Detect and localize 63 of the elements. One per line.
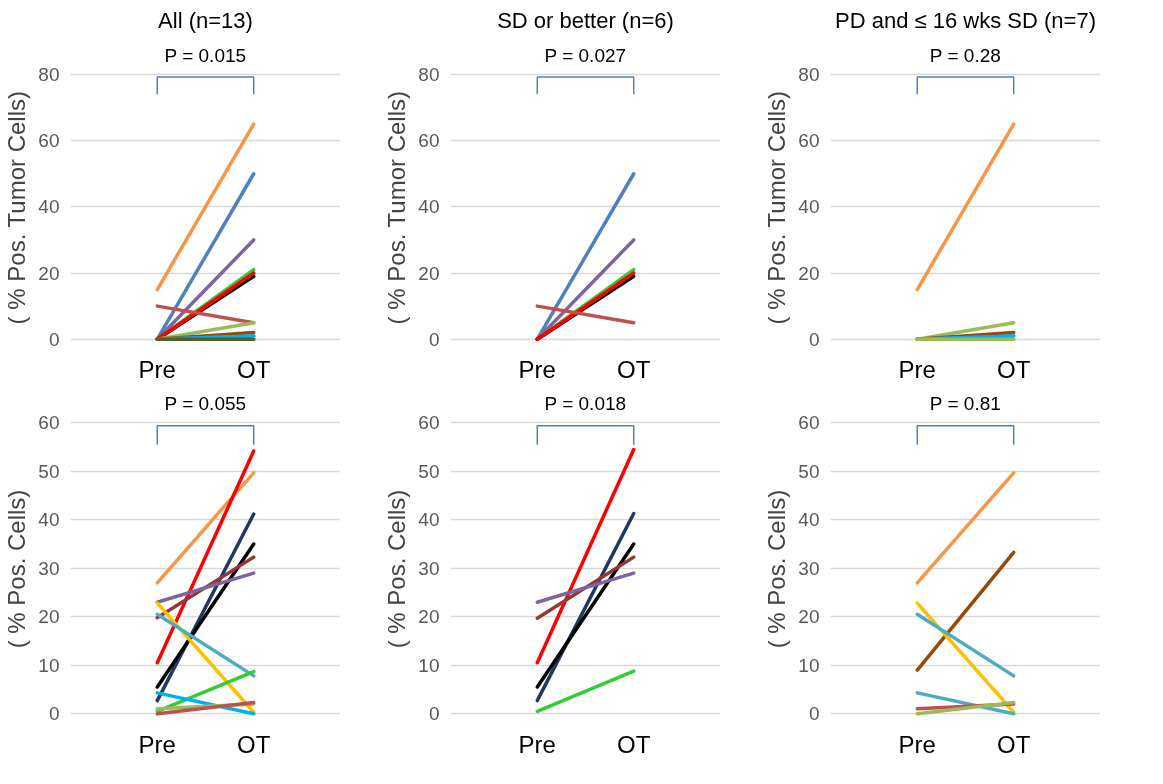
y-tick-label: 40 xyxy=(798,196,820,218)
chart-title: PD and ≤ 16 wks SD (n=7) xyxy=(835,7,1096,33)
y-tick-label: 30 xyxy=(798,557,820,579)
y-tick-label: 50 xyxy=(38,460,60,482)
x-tick-label: OT xyxy=(617,730,651,758)
y-axis-title: ( % Pos. Tumor Cells) xyxy=(383,91,411,325)
y-tick-label: 40 xyxy=(38,196,60,218)
y-tick-label: 60 xyxy=(38,412,60,434)
y-tick-label: 60 xyxy=(418,412,440,434)
y-tick-label: 40 xyxy=(38,509,60,531)
x-tick-label: OT xyxy=(997,730,1031,758)
x-tick-label: Pre xyxy=(518,355,556,383)
x-tick-label: Pre xyxy=(898,355,936,383)
y-tick-label: 50 xyxy=(798,460,820,482)
chart-title: All (n=13) xyxy=(158,7,253,33)
x-tick-label: Pre xyxy=(138,355,176,383)
y-tick-label: 30 xyxy=(38,557,60,579)
y-tick-label: 40 xyxy=(418,196,440,218)
y-tick-label: 0 xyxy=(808,703,820,725)
y-tick-label: 80 xyxy=(798,63,820,85)
y-tick-label: 60 xyxy=(798,130,820,152)
y-tick-label: 10 xyxy=(418,654,440,676)
x-tick-label: OT xyxy=(997,355,1031,383)
text: P = 0.018 xyxy=(544,392,627,414)
text: P = 0.28 xyxy=(929,44,1001,66)
y-tick-label: 40 xyxy=(798,509,820,531)
y-tick-label: 80 xyxy=(38,63,60,85)
y-tick-label: 0 xyxy=(808,328,820,350)
x-tick-label: Pre xyxy=(898,730,936,758)
y-tick-label: 0 xyxy=(428,328,440,350)
y-tick-label: 20 xyxy=(38,606,60,628)
y-tick-label: 60 xyxy=(798,412,820,434)
y-tick-label: 20 xyxy=(38,262,60,284)
x-tick-label: OT xyxy=(237,355,271,383)
y-tick-label: 0 xyxy=(428,703,440,725)
y-tick-label: 10 xyxy=(38,654,60,676)
y-axis-title: ( % Pos. Tumor Cells) xyxy=(3,91,31,325)
x-tick-label: Pre xyxy=(518,730,556,758)
y-axis-title: ( % Pos. Cells) xyxy=(763,489,791,649)
y-tick-label: 0 xyxy=(48,328,60,350)
chart-title: SD or better (n=6) xyxy=(497,7,674,33)
y-axis-title: ( % Pos. Cells) xyxy=(383,489,411,649)
x-tick-label: OT xyxy=(237,730,271,758)
y-tick-label: 20 xyxy=(418,606,440,628)
y-tick-label: 60 xyxy=(38,130,60,152)
text: P = 0.015 xyxy=(164,44,247,66)
y-tick-label: 30 xyxy=(418,557,440,579)
y-tick-label: 50 xyxy=(418,460,440,482)
text: P = 0.81 xyxy=(929,392,1001,414)
x-tick-label: OT xyxy=(617,355,651,383)
y-tick-label: 0 xyxy=(48,703,60,725)
text: P = 0.027 xyxy=(544,44,627,66)
y-tick-label: 60 xyxy=(418,130,440,152)
y-tick-label: 80 xyxy=(418,63,440,85)
y-tick-label: 20 xyxy=(798,262,820,284)
y-tick-label: 20 xyxy=(798,606,820,628)
y-axis-title: ( % Pos. Tumor Cells) xyxy=(763,91,791,325)
y-tick-label: 10 xyxy=(798,654,820,676)
y-tick-label: 40 xyxy=(418,509,440,531)
x-tick-label: Pre xyxy=(138,730,176,758)
text: P = 0.055 xyxy=(164,392,247,414)
y-axis-title: ( % Pos. Cells) xyxy=(3,489,31,649)
y-tick-label: 20 xyxy=(418,262,440,284)
